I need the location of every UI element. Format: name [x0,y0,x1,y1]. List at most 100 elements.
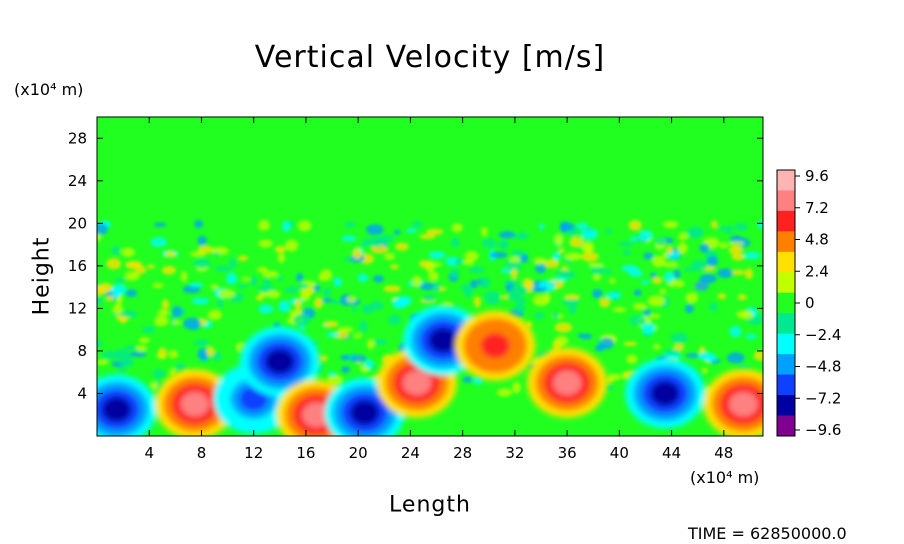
turbulence-cell [587,262,605,268]
turbulence-cell [605,384,614,391]
turbulence-cell [214,265,233,272]
turbulence-cell [514,303,526,313]
colorbar-swatch [777,272,795,294]
turbulence-cell [97,340,103,349]
turbulence-cell [652,276,663,285]
turbulence-cell [153,222,167,227]
turbulence-cell [411,275,422,288]
turbulence-cell [626,354,638,364]
colorbar-swatch [777,210,795,232]
turbulence-cell [337,326,354,333]
turbulence-cell [135,345,148,352]
turbulence-cell [241,276,250,282]
turbulence-cell [114,348,130,360]
turbulence-cell [161,265,177,275]
turbulence-cell [552,252,561,261]
turbulence-cell [294,298,302,311]
turbulence-cell [629,236,639,242]
turbulence-cell [731,253,745,261]
turbulence-cell [314,297,323,309]
turbulence-cell [359,320,368,333]
turbulence-cell [576,222,589,230]
turbulence-cell [684,304,694,314]
turbulence-cell [340,354,350,361]
x-tick-label: 40 [610,444,629,462]
colorbar-label: −7.2 [805,389,841,407]
turbulence-cell [674,280,685,288]
turbulence-cell [114,278,126,283]
turbulence-cell [737,294,747,301]
x-tick-label: 12 [244,444,263,462]
turbulence-cell [717,293,727,300]
y-tick-label: 12 [68,299,87,317]
turbulence-cell [651,255,666,268]
turbulence-cell [293,313,311,326]
turbulence-cell [562,298,580,307]
turbulence-cell [128,351,147,357]
turbulence-cell [522,278,533,288]
turbulence-cell [120,316,127,324]
turbulence-cell [361,304,375,314]
turbulence-cell [119,356,134,368]
x-tick-label: 28 [453,444,472,462]
turbulence-cell [757,220,763,229]
x-tick-label: 32 [505,444,524,462]
turbulence-cell [351,354,367,363]
turbulence-cell [207,309,222,320]
turbulence-cell [643,252,654,260]
turbulence-cell [553,233,564,246]
turbulence-cell [711,220,718,229]
turbulence-cell [373,275,384,283]
velocity-feature [102,396,132,422]
turbulence-cell [507,293,519,301]
turbulence-cell [422,294,436,303]
turbulence-cell [694,281,709,291]
colorbar-label: 2.4 [805,262,829,280]
colorbar-swatch [777,170,795,191]
turbulence-cell [285,239,299,252]
y-tick-label: 8 [77,342,87,360]
turbulence-cell [659,288,667,294]
turbulence-cell [743,251,761,260]
turbulence-cell [481,226,488,237]
turbulence-cell [322,320,339,328]
turbulence-cell [534,312,545,320]
turbulence-cell [638,230,654,241]
turbulence-cell [320,268,332,281]
turbulence-cell [225,272,238,285]
turbulence-cell [277,253,285,263]
turbulence-cell [250,276,258,287]
turbulence-cell [321,298,333,303]
turbulence-cell [149,381,158,390]
turbulence-cell [357,273,369,282]
turbulence-cell [500,239,508,251]
turbulence-cell [346,296,357,303]
turbulence-cell [450,237,460,248]
turbulence-cell [703,353,717,363]
turbulence-cell [451,223,463,233]
turbulence-cell [105,295,115,302]
turbulence-cell [604,268,612,275]
turbulence-cell [664,271,675,283]
turbulence-cell [320,355,328,362]
turbulence-cell [592,274,601,281]
turbulence-cell [182,285,201,294]
turbulence-cell [699,273,717,284]
velocity-feature [350,400,380,426]
turbulence-cell [191,297,210,305]
colorbar-swatch [777,415,795,437]
turbulence-cell [212,252,221,257]
turbulence-cell [138,337,151,344]
x-tick-label: 24 [401,444,420,462]
turbulence-cell [590,265,605,275]
turbulence-cell [678,232,689,241]
y-tick-label: 16 [68,257,87,275]
turbulence-cell [501,295,509,300]
turbulence-cell [297,283,309,289]
turbulence-cell [581,251,599,262]
turbulence-cell [609,278,616,284]
colorbar: 9.6 7.2 4.8 2.4 0 −2.4 −4.8 −7.2 −9.6 [776,167,841,439]
turbulence-cell [395,242,409,251]
turbulence-cell [498,231,516,239]
turbulence-cell [326,332,340,338]
